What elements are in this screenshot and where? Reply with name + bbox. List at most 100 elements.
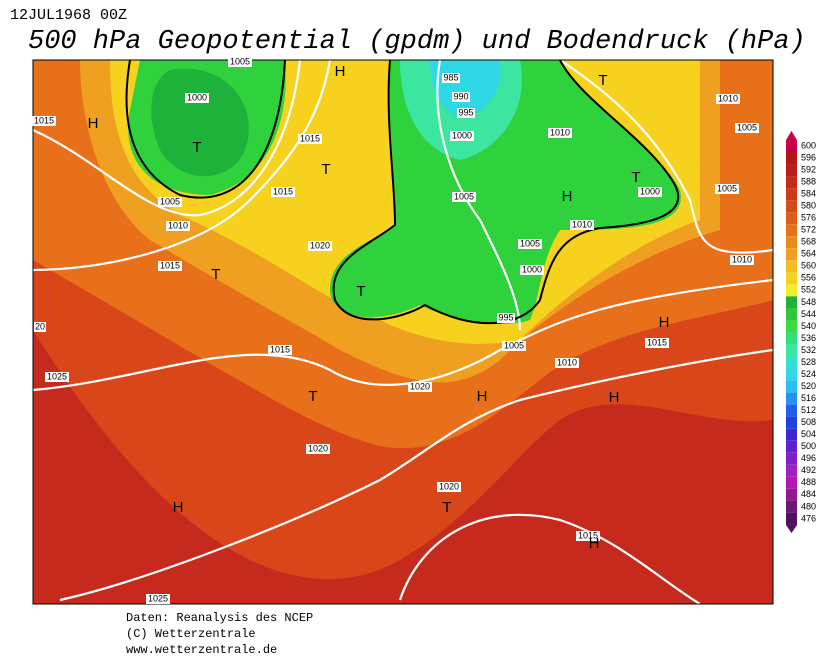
pressure-center: H bbox=[659, 314, 670, 331]
isobar-label: 985 bbox=[443, 72, 458, 82]
colorbar-tip bbox=[786, 525, 797, 533]
label-bg bbox=[185, 93, 209, 103]
colorbar-label: 480 bbox=[801, 501, 816, 511]
date: 12JUL1968 00Z bbox=[10, 7, 127, 24]
pressure-center: H bbox=[335, 63, 346, 80]
colorbar-label: 524 bbox=[801, 369, 816, 379]
isobar-label: 1020 bbox=[310, 240, 330, 250]
isobar-label: 1000 bbox=[452, 130, 472, 140]
colorbar-label: 484 bbox=[801, 489, 816, 499]
isobar-label: 1005 bbox=[504, 340, 524, 350]
colorbar-cell bbox=[786, 248, 797, 261]
colorbar-label: 560 bbox=[801, 261, 816, 271]
colorbar-cell bbox=[786, 200, 797, 213]
isobar-label: 1000 bbox=[187, 92, 207, 102]
colorbar-label: 564 bbox=[801, 249, 816, 259]
colorbar-label: 476 bbox=[801, 513, 816, 523]
isobar-label: 1015 bbox=[578, 530, 598, 540]
isobar-label: 1005 bbox=[454, 191, 474, 201]
colorbar-cell bbox=[786, 404, 797, 417]
label-bg bbox=[452, 92, 470, 102]
isobar-label: 1015 bbox=[273, 186, 293, 196]
colorbar-cell bbox=[786, 440, 797, 453]
colorbar-label: 544 bbox=[801, 309, 816, 319]
label-bg bbox=[638, 187, 662, 197]
label-bg bbox=[271, 187, 295, 197]
colorbar-cell bbox=[786, 164, 797, 177]
colorbar-label: 500 bbox=[801, 441, 816, 451]
pressure-center: T bbox=[598, 72, 607, 89]
colorbar-cell bbox=[786, 464, 797, 477]
colorbar-cell bbox=[786, 488, 797, 501]
title: 500 hPa Geopotential (gpdm) und Bodendru… bbox=[28, 27, 806, 57]
label-bg bbox=[520, 265, 544, 275]
colorbar-cell bbox=[786, 308, 797, 321]
label-bg bbox=[268, 345, 292, 355]
colorbar-cell bbox=[786, 512, 797, 525]
colorbar-cell bbox=[786, 416, 797, 429]
colorbar-cell bbox=[786, 152, 797, 165]
label-bg bbox=[32, 116, 56, 126]
isobar-label: 1015 bbox=[270, 344, 290, 354]
pressure-center: H bbox=[589, 535, 600, 552]
pressure-center: T bbox=[321, 161, 330, 178]
label-bg bbox=[645, 338, 669, 348]
label-bg bbox=[442, 73, 460, 83]
label-bg bbox=[408, 382, 432, 392]
isobar-label: 1015 bbox=[647, 337, 667, 347]
isobar-label: 1010 bbox=[168, 220, 188, 230]
colorbar-cell bbox=[786, 368, 797, 381]
colorbar-label: 532 bbox=[801, 345, 816, 355]
isobar-label: 1025 bbox=[47, 371, 67, 381]
colorbar-label: 520 bbox=[801, 381, 816, 391]
colorbar-label: 512 bbox=[801, 405, 816, 415]
isobar-label: 1010 bbox=[572, 219, 592, 229]
colorbar-label: 580 bbox=[801, 201, 816, 211]
label-bg bbox=[716, 94, 740, 104]
colorbar-label: 528 bbox=[801, 357, 816, 367]
isobar-label: 1010 bbox=[550, 127, 570, 137]
colorbar-label: 548 bbox=[801, 297, 816, 307]
label-bg bbox=[306, 444, 330, 454]
label-bg bbox=[437, 482, 461, 492]
colorbar-label: 536 bbox=[801, 333, 816, 343]
isobar-label: 995 bbox=[458, 107, 473, 117]
colorbar-cell bbox=[786, 428, 797, 441]
label-bg bbox=[298, 134, 322, 144]
colorbar-cell bbox=[786, 296, 797, 309]
colorbar-cell bbox=[786, 380, 797, 393]
colorbar-cell bbox=[786, 236, 797, 249]
isobar-label: 1020 bbox=[410, 381, 430, 391]
colorbar-cell bbox=[786, 188, 797, 201]
label-bg bbox=[576, 531, 600, 541]
footer-line: Daten: Reanalysis des NCEP bbox=[126, 611, 313, 625]
colorbar-cell bbox=[786, 139, 797, 153]
colorbar-label: 488 bbox=[801, 477, 816, 487]
isobar-label: 1000 bbox=[522, 264, 542, 274]
colorbar-label: 596 bbox=[801, 152, 816, 162]
isobar-label: 1015 bbox=[160, 260, 180, 270]
colorbar-cell bbox=[786, 284, 797, 297]
pressure-center: H bbox=[173, 499, 184, 516]
colorbar-label: 496 bbox=[801, 453, 816, 463]
colorbar-cell bbox=[786, 272, 797, 285]
isobar-label: 990 bbox=[453, 91, 468, 101]
colorbar-label: 552 bbox=[801, 285, 816, 295]
colorbar-cell bbox=[786, 260, 797, 273]
isobar-label: 1005 bbox=[737, 122, 757, 132]
label-bg bbox=[730, 255, 754, 265]
isobar-label: 1020 bbox=[308, 443, 328, 453]
colorbar-cell bbox=[786, 500, 797, 513]
isobar-label: 1015 bbox=[300, 133, 320, 143]
pressure-center: T bbox=[442, 499, 451, 516]
pressure-center: T bbox=[308, 388, 317, 405]
colorbar-cell bbox=[786, 344, 797, 357]
isobar-label: 1005 bbox=[520, 238, 540, 248]
label-bg bbox=[548, 128, 572, 138]
label-bg bbox=[457, 108, 475, 118]
label-bg bbox=[228, 57, 252, 67]
label-bg bbox=[45, 372, 69, 382]
colorbar-cell bbox=[786, 176, 797, 189]
isobar-label: 1010 bbox=[718, 93, 738, 103]
